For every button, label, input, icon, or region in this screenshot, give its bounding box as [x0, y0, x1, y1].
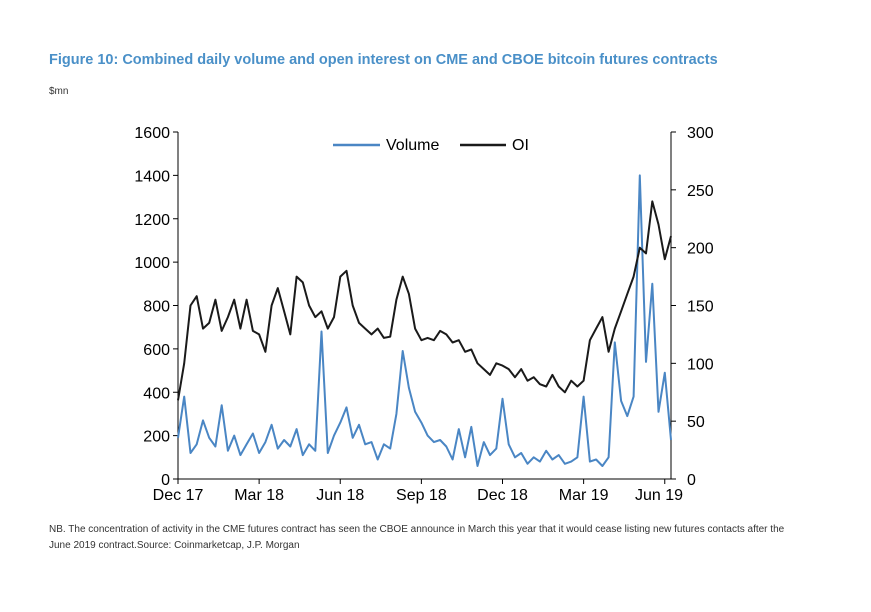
left-tick-label: 1200	[134, 212, 170, 229]
unit-label: $mn	[49, 86, 69, 97]
legend: Volume OI	[333, 137, 529, 154]
right-tick-label: 50	[687, 414, 705, 431]
right-tick-label: 200	[687, 241, 714, 258]
legend-volume-label: Volume	[386, 137, 439, 154]
x-tick-label: Mar 18	[234, 487, 284, 504]
left-tick-label: 800	[143, 299, 170, 316]
x-tick-label: Jun 18	[316, 487, 364, 504]
x-tick-label: Dec 17	[153, 487, 204, 504]
left-tick-label: 600	[143, 342, 170, 359]
left-tick-label: 1600	[134, 125, 170, 142]
left-tick-label: 1000	[134, 255, 170, 272]
left-tick-label: 1400	[134, 168, 170, 185]
x-tick-label: Jun 19	[635, 487, 683, 504]
right-tick-label: 0	[687, 472, 696, 489]
x-tick-label: Sep 18	[396, 487, 447, 504]
right-tick-label: 300	[687, 125, 714, 142]
right-tick-label: 150	[687, 299, 714, 316]
left-tick-label: 200	[143, 429, 170, 446]
legend-oi-label: OI	[512, 137, 529, 154]
x-tick-label: Dec 18	[477, 487, 528, 504]
right-tick-label: 250	[687, 183, 714, 200]
volume-series-line	[177, 174, 672, 467]
right-tick-label: 100	[687, 356, 714, 373]
left-tick-label: 0	[161, 472, 170, 489]
chart-title: Figure 10: Combined daily volume and ope…	[49, 52, 718, 68]
axes: 0 200 400 600 800 1000 1200 1400 1600 0 50 100 150 20…	[134, 125, 713, 504]
oi-series-line	[177, 200, 672, 401]
left-tick-label: 400	[143, 385, 170, 402]
x-tick-label: Mar 19	[559, 487, 609, 504]
footnote: NB. The concentration of activity in the…	[49, 524, 785, 551]
series-lines	[177, 174, 672, 467]
